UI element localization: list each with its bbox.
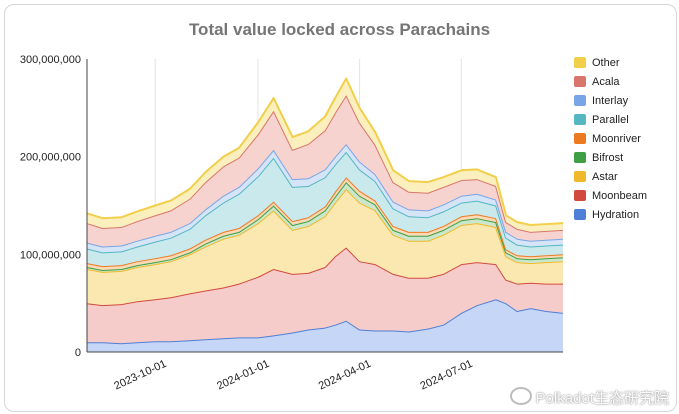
legend-label-parallel: Parallel xyxy=(592,114,629,126)
series-line-other xyxy=(86,77,564,226)
area-acala xyxy=(87,95,563,247)
legend-label-astar: Astar xyxy=(592,171,618,183)
x-tick-label: 2024-07-01 xyxy=(419,358,475,393)
weibo-icon xyxy=(509,387,532,405)
x-tick-label: 2024-01-01 xyxy=(215,358,271,393)
legend-label-acala: Acala xyxy=(592,76,620,88)
watermark: Polkadot生态研究院 xyxy=(509,387,669,408)
legend-label-bifrost: Bifrost xyxy=(592,152,623,164)
legend-label-moonriver: Moonriver xyxy=(592,133,641,145)
legend-label-other: Other xyxy=(592,57,620,69)
y-tick-label: 100,000,000 xyxy=(20,249,81,261)
y-tick-label: 300,000,000 xyxy=(20,54,81,66)
area-astar xyxy=(87,188,563,306)
x-tick-label: 2024-04-01 xyxy=(317,358,373,393)
legend-label-hydration: Hydration xyxy=(592,209,639,221)
legend-swatch-other xyxy=(574,57,586,68)
legend-swatch-acala xyxy=(574,76,586,87)
y-tick-label: 0 xyxy=(75,347,81,359)
y-tick-label: 200,000,000 xyxy=(20,152,81,164)
legend-swatch-hydration xyxy=(574,209,586,220)
chart-title: Total value locked across Parachains xyxy=(188,20,491,39)
legend-swatch-interlay xyxy=(574,95,586,106)
area-moonbeam xyxy=(87,247,563,344)
legend-swatch-astar xyxy=(574,171,586,182)
legend-swatch-moonbeam xyxy=(574,190,586,201)
area-parallel xyxy=(87,151,563,267)
legend-swatch-parallel xyxy=(574,114,586,125)
area-hydration xyxy=(87,299,563,352)
legend-label-interlay: Interlay xyxy=(592,95,629,107)
area-other xyxy=(87,78,563,232)
legend-label-moonbeam: Moonbeam xyxy=(592,190,647,202)
legend-swatch-bifrost xyxy=(574,152,586,163)
x-tick-label: 2023-10-01 xyxy=(112,358,168,393)
legend-swatch-moonriver xyxy=(574,133,586,144)
watermark-text: Polkadot生态研究院 xyxy=(535,390,669,407)
